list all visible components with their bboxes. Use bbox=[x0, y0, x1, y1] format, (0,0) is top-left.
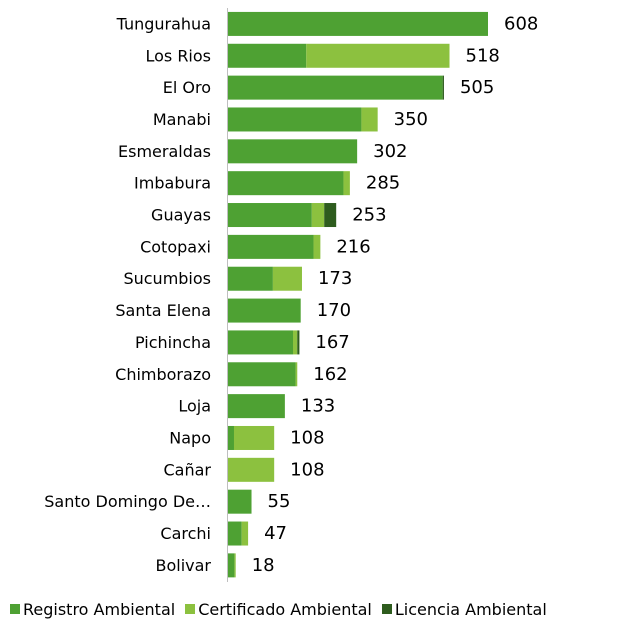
bar-segment bbox=[228, 139, 358, 164]
category-label: Napo bbox=[169, 428, 211, 447]
value-label: 302 bbox=[373, 141, 407, 162]
bar-segment bbox=[241, 521, 249, 546]
bar-segment bbox=[295, 362, 298, 387]
category-label: Guayas bbox=[151, 206, 211, 225]
category-label: El Oro bbox=[163, 78, 211, 97]
bar-segment bbox=[311, 203, 325, 228]
legend-item: Certificado Ambiental bbox=[185, 600, 372, 619]
value-label: 170 bbox=[317, 300, 351, 321]
value-label: 18 bbox=[252, 555, 275, 576]
legend-item: Registro Ambiental bbox=[10, 600, 175, 619]
bar-segment bbox=[228, 234, 314, 259]
bar-segment bbox=[272, 266, 302, 291]
category-label: Chimborazo bbox=[115, 365, 211, 384]
category-label: Bolivar bbox=[155, 556, 211, 575]
category-label: Sucumbios bbox=[123, 269, 211, 288]
legend-swatch bbox=[185, 604, 196, 614]
value-label: 608 bbox=[504, 13, 538, 34]
category-label: Esmeraldas bbox=[118, 142, 211, 161]
value-label: 505 bbox=[460, 77, 494, 98]
bar-segment bbox=[228, 521, 242, 546]
value-label: 55 bbox=[268, 491, 291, 512]
bar-segment bbox=[306, 43, 450, 68]
category-label: Santa Elena bbox=[115, 301, 211, 320]
value-label: 518 bbox=[466, 45, 500, 66]
bar-segment bbox=[228, 203, 312, 228]
legend: Registro Ambiental Certificado Ambiental L… bbox=[10, 598, 547, 620]
value-label: 108 bbox=[290, 459, 324, 480]
category-label: Pichincha bbox=[135, 333, 211, 352]
legend-label: Certificado Ambiental bbox=[198, 599, 372, 619]
legend-swatch bbox=[10, 604, 20, 614]
bar-segment bbox=[297, 330, 300, 355]
value-label: 108 bbox=[290, 427, 324, 448]
bar-segment bbox=[343, 171, 350, 196]
legend-swatch bbox=[381, 604, 392, 614]
category-label: Los Rios bbox=[145, 46, 211, 65]
value-label: 285 bbox=[366, 173, 400, 194]
value-label: 47 bbox=[264, 523, 287, 544]
category-label: Tungurahua bbox=[116, 14, 211, 33]
category-label: Carchi bbox=[160, 524, 211, 543]
bar-segment bbox=[228, 43, 307, 68]
bar-segment bbox=[228, 457, 275, 482]
legend-label: Registro Ambiental bbox=[23, 599, 176, 619]
bar-segment bbox=[293, 330, 298, 355]
bar-segment bbox=[234, 553, 236, 578]
bar-segment bbox=[228, 107, 362, 132]
category-label: Manabi bbox=[153, 110, 211, 129]
bar-segment bbox=[233, 425, 275, 450]
category-label: Cotopaxi bbox=[140, 237, 211, 256]
value-label: 350 bbox=[394, 109, 428, 130]
category-label: Imbabura bbox=[134, 174, 211, 193]
value-label: 253 bbox=[352, 205, 386, 226]
value-label: 167 bbox=[315, 332, 349, 353]
category-label: Loja bbox=[178, 397, 211, 416]
category-label: Santo Domingo De… bbox=[44, 492, 211, 511]
bar-segment bbox=[228, 553, 235, 578]
bar-segment bbox=[228, 298, 301, 323]
bar-segment bbox=[228, 330, 293, 355]
category-label: Cañar bbox=[164, 460, 212, 479]
bar-segment bbox=[228, 266, 273, 291]
legend-item: Licencia Ambiental bbox=[381, 599, 547, 619]
bar-segment bbox=[228, 394, 285, 419]
bar-segment bbox=[228, 425, 234, 450]
bar-segment bbox=[228, 75, 443, 100]
value-label: 133 bbox=[301, 396, 335, 417]
bar-segment bbox=[228, 11, 488, 36]
bar-segment bbox=[442, 75, 444, 100]
bar-segment bbox=[361, 107, 378, 132]
bar-segment bbox=[228, 362, 296, 387]
value-label: 216 bbox=[336, 236, 370, 257]
value-label: 162 bbox=[313, 364, 347, 385]
stacked-bar-chart: Tungurahua 608 Los Rios 518 El Oro 505 Manabi 3… bbox=[44, 8, 538, 582]
bar-segment bbox=[228, 489, 252, 514]
bar-segment bbox=[313, 234, 321, 259]
legend-label: Licencia Ambiental bbox=[394, 599, 547, 619]
bar-segment bbox=[324, 203, 337, 228]
bar-segment bbox=[228, 171, 344, 196]
value-label: 173 bbox=[318, 268, 352, 289]
